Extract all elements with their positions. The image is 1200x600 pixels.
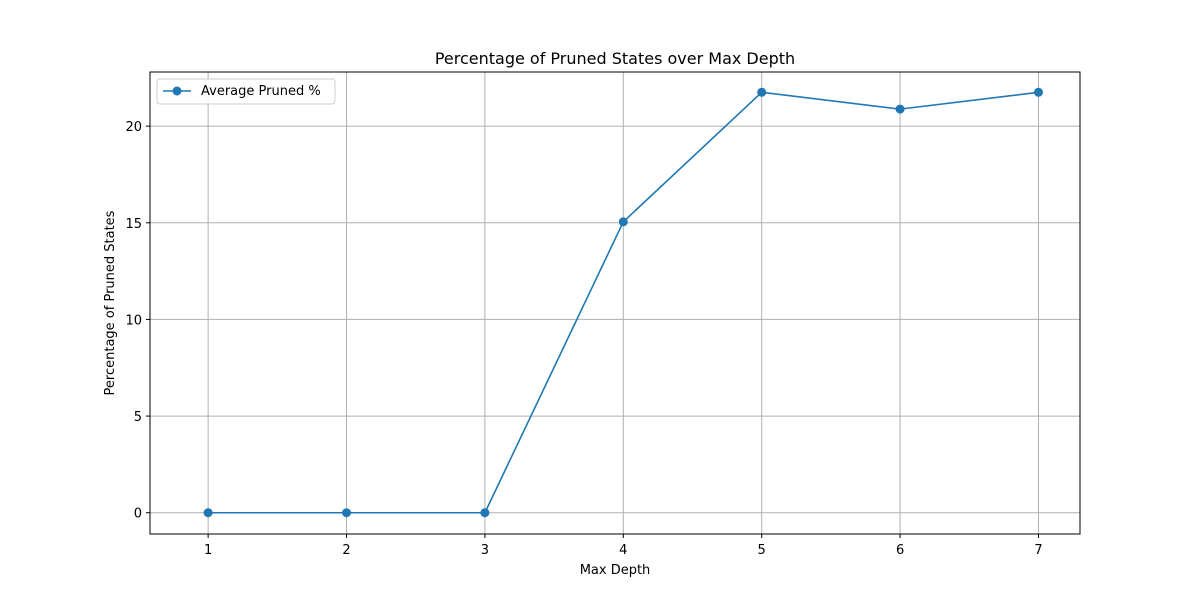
x-axis-label: Max Depth bbox=[580, 563, 651, 578]
y-tick-label: 0 bbox=[134, 507, 142, 522]
x-tick-label: 6 bbox=[896, 543, 904, 558]
plot-area-frame bbox=[149, 71, 1081, 535]
x-tick-label: 4 bbox=[619, 543, 627, 558]
y-tick-label: 10 bbox=[125, 313, 142, 328]
chart-title: Percentage of Pruned States over Max Dep… bbox=[435, 49, 795, 68]
x-tick-label: 3 bbox=[481, 543, 489, 558]
y-tick-label: 5 bbox=[134, 410, 142, 425]
data-point bbox=[342, 508, 352, 518]
legend: Average Pruned % bbox=[156, 78, 336, 105]
data-point bbox=[203, 508, 213, 518]
y-axis-label: Percentage of Pruned States bbox=[103, 210, 118, 395]
x-tick-label: 2 bbox=[342, 543, 350, 558]
x-tick-label: 1 bbox=[204, 543, 212, 558]
y-tick-label: 15 bbox=[125, 217, 142, 232]
data-series bbox=[203, 87, 1043, 518]
x-tick-label: 7 bbox=[1034, 543, 1042, 558]
data-point bbox=[1033, 87, 1043, 97]
y-tick-label: 20 bbox=[125, 120, 142, 135]
data-point bbox=[895, 104, 905, 114]
legend-box bbox=[156, 78, 336, 105]
legend-marker-swatch bbox=[172, 86, 182, 96]
data-point bbox=[618, 217, 628, 227]
data-point bbox=[480, 508, 490, 518]
axis-ticks: 1 2 3 4 5 6 7 0 5 10 15 20 bbox=[125, 120, 1042, 558]
x-tick-label: 5 bbox=[758, 543, 766, 558]
data-point bbox=[757, 87, 767, 97]
legend-label: Average Pruned % bbox=[201, 84, 321, 99]
